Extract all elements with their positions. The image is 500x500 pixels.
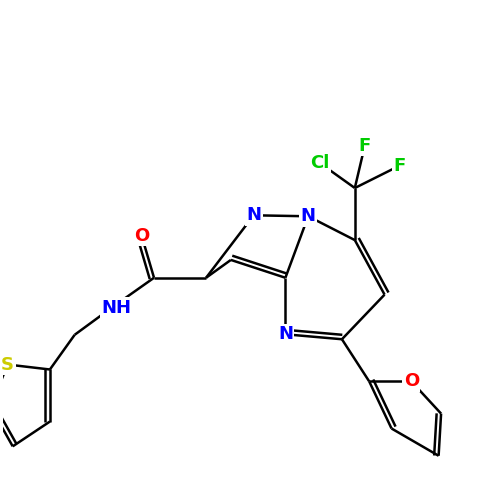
Text: O: O [134, 226, 149, 244]
Text: Cl: Cl [310, 154, 330, 172]
Text: N: N [246, 206, 261, 224]
Text: N: N [300, 208, 316, 226]
Text: O: O [404, 372, 419, 390]
Text: NH: NH [102, 298, 132, 316]
Text: F: F [358, 137, 371, 155]
Text: S: S [1, 356, 14, 374]
Text: N: N [278, 326, 293, 344]
Text: F: F [394, 156, 406, 174]
